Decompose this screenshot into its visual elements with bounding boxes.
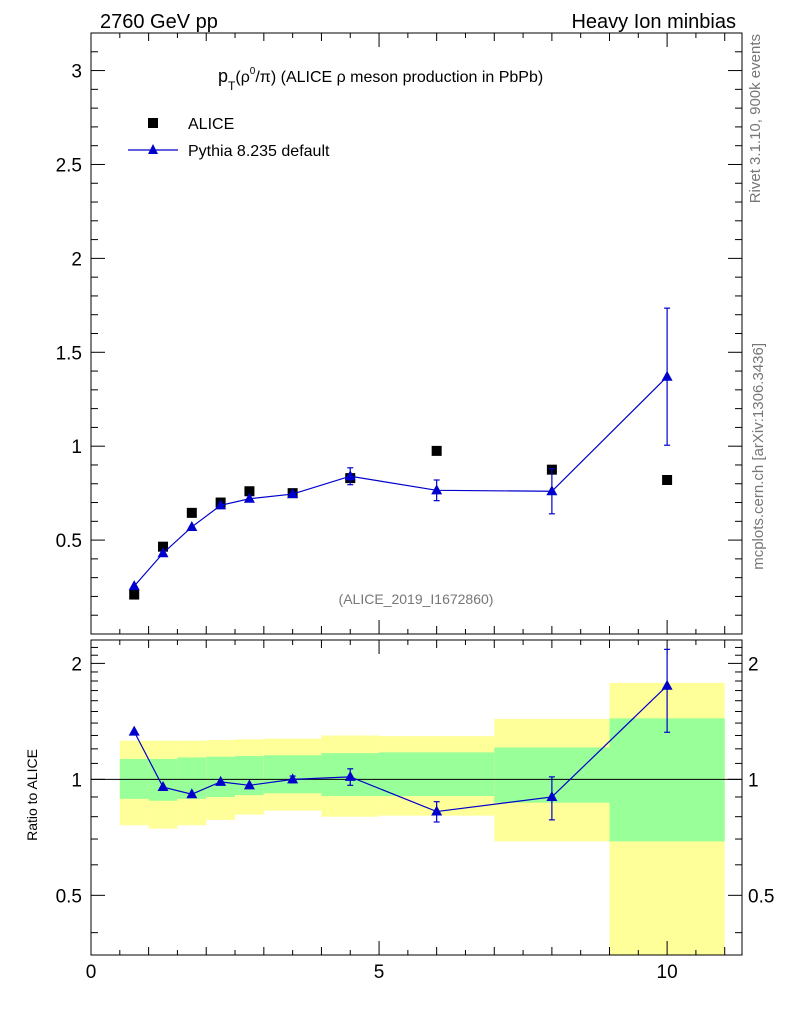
pythia-point bbox=[287, 488, 299, 499]
ratio-point bbox=[546, 790, 558, 801]
title-subscript: T bbox=[228, 79, 236, 93]
ratio-panel: 0.5 0.5 1 1 2 2 0 5 10 Ratio to ALICE bbox=[24, 639, 774, 983]
alice-data-point bbox=[129, 589, 140, 600]
title-superscript: 0 bbox=[250, 66, 256, 77]
pythia-point bbox=[546, 485, 558, 496]
pythia-point bbox=[215, 499, 227, 510]
pythia-point bbox=[157, 547, 169, 558]
pythia-point bbox=[243, 492, 255, 503]
ratio-y-tick-label-left: 1 bbox=[71, 770, 82, 791]
pythia-point bbox=[186, 520, 198, 531]
pythia-point bbox=[431, 484, 443, 495]
mcplots-reference-label: mcplots.cern.ch [arXiv:1306.3436] bbox=[750, 343, 767, 570]
legend: ALICE Pythia 8.235 default bbox=[128, 116, 330, 160]
main-panel: 0.5 1 1.5 2 2.5 3 (ALICE_2019_I1672860) pT(ρ0… bbox=[56, 32, 743, 635]
ratio-point bbox=[157, 781, 169, 792]
energy-label: 2760 GeV pp bbox=[100, 11, 218, 33]
alice-data-point bbox=[186, 507, 197, 518]
ratio-point bbox=[128, 725, 140, 736]
alice-data-point bbox=[662, 474, 673, 485]
analysis-id-watermark: (ALICE_2019_I1672860) bbox=[339, 591, 494, 607]
ratio-line bbox=[133, 685, 668, 813]
plot-title: pT(ρ0/π) (ALICE ρ meson production in Pb… bbox=[218, 66, 543, 93]
main-y-tick-label: 2 bbox=[71, 249, 82, 270]
ratio-series bbox=[128, 648, 673, 823]
ratio-frame bbox=[90, 639, 743, 956]
legend-mc-label: Pythia 8.235 default bbox=[188, 143, 330, 160]
ratio-inner-band bbox=[379, 752, 495, 797]
main-y-tick-label: 1.5 bbox=[56, 343, 82, 364]
x-tick-label: 10 bbox=[657, 962, 678, 983]
x-tick-label: 0 bbox=[86, 962, 97, 983]
title-p: p bbox=[218, 66, 228, 86]
ratio-point bbox=[243, 779, 255, 790]
ratio-y-tick-label-right: 2 bbox=[748, 654, 759, 675]
rivet-version-label: Rivet 3.1.10, 900k events bbox=[747, 34, 764, 203]
ratio-inner-band bbox=[609, 718, 725, 842]
pythia-line bbox=[133, 376, 668, 587]
ratio-y-tick-label-left: 0.5 bbox=[56, 886, 82, 907]
ratio-y-tick-label-right: 1 bbox=[748, 770, 759, 791]
main-y-tick-label: 2.5 bbox=[56, 155, 82, 176]
pythia-point bbox=[128, 580, 140, 591]
x-tick-label: 5 bbox=[374, 962, 385, 983]
pythia-point bbox=[344, 470, 356, 481]
ratio-y-tick-label-left: 2 bbox=[71, 654, 82, 675]
ratio-point bbox=[661, 679, 673, 690]
main-y-tick-label: 3 bbox=[71, 62, 82, 83]
alice-data-point bbox=[431, 445, 442, 456]
process-label: Heavy Ion minbias bbox=[571, 11, 736, 33]
main-series bbox=[128, 307, 673, 600]
ratio-uncertainty-bands bbox=[119, 682, 725, 955]
ratio-axes: 0.5 0.5 1 1 2 2 0 5 10 bbox=[56, 639, 774, 983]
title-open: (ρ bbox=[235, 69, 249, 86]
main-y-tick-label: 0.5 bbox=[56, 531, 82, 552]
legend-mc-marker bbox=[148, 144, 158, 154]
alice-data-point bbox=[244, 486, 255, 497]
ratio-point bbox=[215, 775, 227, 786]
alice-data-point bbox=[158, 541, 169, 552]
ratio-y-axis-label: Ratio to ALICE bbox=[24, 749, 40, 841]
ratio-y-tick-label-right: 0.5 bbox=[748, 886, 774, 907]
title-rest: /π) (ALICE ρ meson production in PbPb) bbox=[255, 69, 543, 86]
ratio-point bbox=[431, 805, 443, 816]
legend-data-marker bbox=[148, 118, 158, 128]
ratio-point bbox=[287, 773, 299, 784]
ratio-point bbox=[186, 788, 198, 799]
main-axes: 0.5 1 1.5 2 2.5 3 bbox=[56, 32, 743, 635]
pythia-point bbox=[661, 370, 673, 381]
ratio-point bbox=[344, 770, 356, 781]
main-y-tick-label: 1 bbox=[71, 437, 82, 458]
legend-data-label: ALICE bbox=[188, 116, 234, 133]
